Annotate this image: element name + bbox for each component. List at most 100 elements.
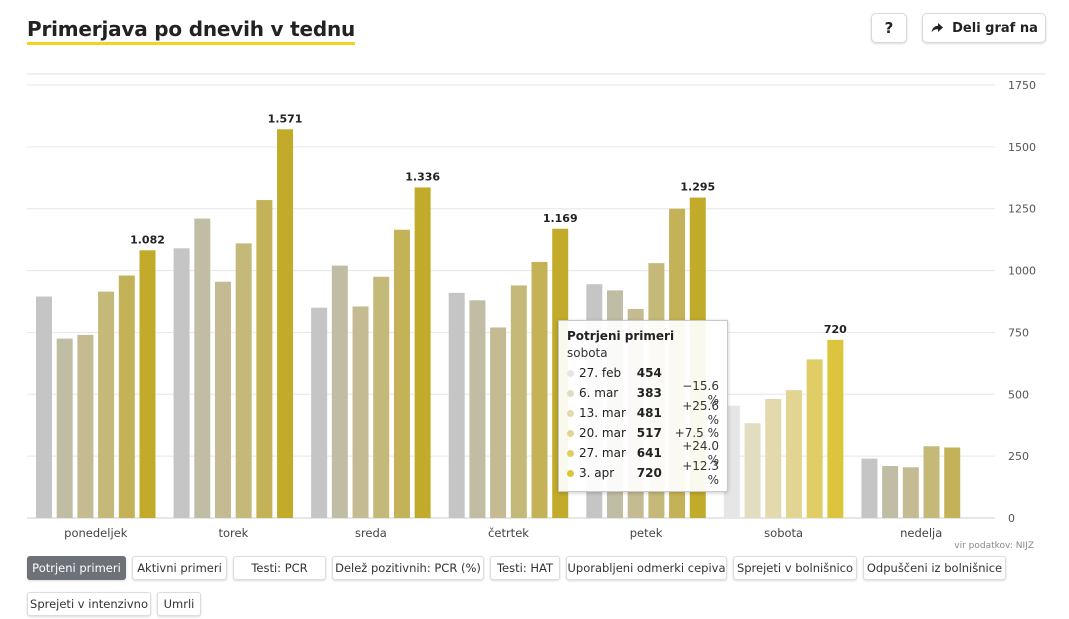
data-label: 1.336 [405,170,440,183]
chart-tooltip: Potrjeni primeri sobota 27. feb 454 6. mar… [558,320,728,492]
x-category-label: četrtek [488,526,529,540]
bar [923,446,940,518]
help-button[interactable]: ? [871,13,907,43]
bar [352,306,369,518]
tooltip-change: +24.0 % [682,439,720,467]
y-tick-label: 1250 [1008,203,1036,216]
tooltip-title: Potrjeni primeri [567,329,675,343]
bar [331,265,348,518]
bar [806,359,823,518]
bar [98,291,115,518]
data-label: 720 [824,323,847,336]
tooltip-date: 6. mar [579,386,619,400]
y-tick-label: 1000 [1008,265,1036,278]
weekday-bar-chart: 0 250 500 750 1000 1250 1500 1750 1.082 ponedelje… [27,73,1046,540]
series-dot-icon [567,389,574,397]
share-label: Deli graf na [952,20,1038,36]
data-label: 1.571 [268,112,303,125]
bar [139,250,156,518]
bar [490,327,507,518]
bar [510,285,527,518]
tooltip-value: 383 [636,386,662,400]
tooltip-value: 641 [636,446,662,460]
x-category-label: nedelja [900,526,942,540]
tab-potrjeni-primeri[interactable]: Potrjeni primeri [27,556,126,580]
share-arrow-icon [931,23,944,33]
bar [744,423,761,518]
tooltip-change: +7.5 % [674,426,720,440]
bar [56,338,73,518]
tooltip-change: +25.6 % [682,399,720,427]
tooltip-date: 13. mar [579,406,626,420]
data-source: vir podatkov: NIJZ [954,541,1034,551]
tooltip-value: 517 [636,426,662,440]
bar [531,261,548,518]
bar [77,334,94,518]
y-tick-label: 250 [1008,450,1029,463]
bar [785,390,802,518]
tab-dele-pozitivnih-pcr[interactable]: Delež pozitivnih: PCR (%) [332,556,484,580]
bar [882,466,899,518]
tooltip-row: 27. mar 641 +24.0 % [567,439,719,467]
tooltip-row: 3. apr 720 +12.3 % [567,459,719,487]
tooltip-change: −15.6 % [682,379,720,407]
y-tick-label: 1750 [1008,79,1036,92]
tab-testi-hat[interactable]: Testi: HAT [490,556,560,580]
tab-aktivni-primeri[interactable]: Aktivni primeri [132,556,227,580]
bar [765,398,782,518]
y-tick-label: 1500 [1008,141,1036,154]
bar [448,292,465,518]
data-label: 1.169 [543,212,578,225]
x-category-label: petek [630,526,663,540]
y-tick-label: 0 [1008,512,1015,525]
tab-uporabljeni-odmerki-cepiva[interactable]: Uporabljeni odmerki cepiva [566,556,727,580]
tab-sprejeti-v-intenzivno[interactable]: Sprejeti v intenzivno [27,592,151,616]
tab-sprejeti-v-bolni-nico[interactable]: Sprejeti v bolnišnico [733,556,857,580]
x-category-label: sreda [355,526,387,540]
bar [277,129,294,518]
tab-odpu-eni-iz-bolni-nice[interactable]: Odpuščeni iz bolnišnice [863,556,1006,580]
x-category-label: ponedeljek [64,526,128,540]
tab-testi-pcr[interactable]: Testi: PCR [233,556,326,580]
series-dot-icon [567,449,574,457]
bar [944,447,961,518]
bar [36,296,52,518]
series-dot-icon [567,409,574,417]
series-dot-icon [567,369,574,377]
tab-umrli[interactable]: Umrli [157,592,201,616]
tooltip-row: 20. mar 517 +7.5 % [567,423,719,443]
tooltip-row: 13. mar 481 +25.6 % [567,399,719,427]
bar [256,200,273,518]
tooltip-date: 3. apr [579,466,615,480]
bar [235,243,252,518]
tooltip-date: 27. feb [579,366,622,380]
tooltip-date: 20. mar [579,426,626,440]
bar [194,218,211,518]
bar [827,339,844,518]
bar [393,229,410,518]
bar [414,187,431,518]
data-label: 1.082 [130,233,165,246]
tooltip-date: 27. mar [579,446,626,460]
bar [173,248,190,518]
series-dot-icon [567,469,574,477]
x-category-label: sobota [764,526,803,540]
help-label: ? [884,19,894,37]
share-button[interactable]: Deli graf na [922,13,1046,43]
tooltip-row: 6. mar 383 −15.6 % [567,379,719,407]
data-label: 1.295 [680,181,715,194]
tooltip-subtitle: sobota [567,346,608,360]
tooltip-value: 481 [636,406,662,420]
series-dot-icon [567,429,574,437]
bar [311,307,328,518]
bar [861,458,878,518]
bar [902,467,919,518]
y-tick-label: 500 [1008,388,1029,401]
bar [118,275,135,518]
page-title: Primerjava po dnevih v tednu [27,16,355,45]
bar [469,300,486,518]
bar [214,281,231,518]
tooltip-value: 454 [636,366,662,380]
tooltip-change: +12.3 % [682,459,720,487]
x-category-label: torek [218,526,248,540]
